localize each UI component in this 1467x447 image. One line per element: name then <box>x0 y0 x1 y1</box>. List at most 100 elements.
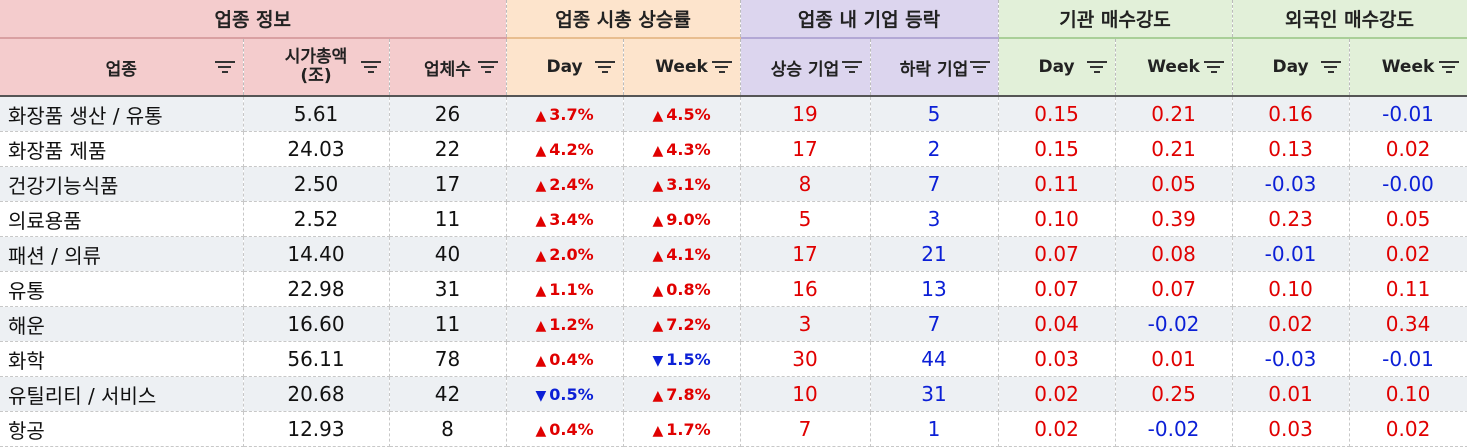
advancers-cell: 8 <box>740 166 871 202</box>
inst-week-cell: 0.21 <box>1115 131 1233 167</box>
mcap-day-change: ▲ 3.4% <box>506 201 624 237</box>
col-advancers: 상승 기업 <box>740 38 871 97</box>
triangle-up-icon: ▲ <box>535 212 547 229</box>
group-institution-strength: 기관 매수강도 <box>998 0 1233 39</box>
filter-icon[interactable] <box>711 60 732 74</box>
firm-count-cell: 42 <box>389 376 507 412</box>
frgn-week-cell: 0.02 <box>1349 131 1467 167</box>
frgn-day-cell: -0.01 <box>1232 236 1350 272</box>
col-sector: 업종 <box>0 38 244 97</box>
frgn-week-cell: 0.05 <box>1349 201 1467 237</box>
filter-icon[interactable] <box>969 60 990 74</box>
inst-day-cell: 0.10 <box>998 201 1116 237</box>
filter-icon[interactable] <box>477 60 498 74</box>
mcap-week-change: ▲ 4.5% <box>623 96 741 132</box>
decliners-cell: 13 <box>870 271 999 307</box>
filter-icon[interactable] <box>360 60 381 74</box>
mcap-day-change: ▲ 4.2% <box>506 131 624 167</box>
mcap-day-change: ▲ 2.0% <box>506 236 624 272</box>
col-mcap-day: Day <box>506 38 624 97</box>
col-firms: 업체수 <box>389 38 507 97</box>
frgn-day-cell: 0.03 <box>1232 411 1350 447</box>
col-sector-label: 업종 <box>105 59 137 80</box>
firm-count-cell: 26 <box>389 96 507 132</box>
inst-day-cell: 0.15 <box>998 96 1116 132</box>
mcap-week-change: ▲ 3.1% <box>623 166 741 202</box>
mcap-day-change: ▼ 0.5% <box>506 376 624 412</box>
market-cap-cell: 5.61 <box>243 96 390 132</box>
mcap-week-change: ▼ 1.5% <box>623 341 741 377</box>
mcap-week-change-value: 7.2% <box>666 314 711 334</box>
advancers-cell: 7 <box>740 411 871 447</box>
triangle-up-icon: ▲ <box>535 422 547 439</box>
col-frgn-day-label: Day <box>1272 57 1309 77</box>
col-mcap-day-label: Day <box>546 57 583 77</box>
col-firms-label: 업체수 <box>424 59 471 80</box>
col-advancers-label: 상승 기업 <box>770 59 840 80</box>
market-cap-cell: 56.11 <box>243 341 390 377</box>
mcap-week-change-value: 9.0% <box>666 209 711 229</box>
market-cap-cell: 2.52 <box>243 201 390 237</box>
filter-icon[interactable] <box>841 60 862 74</box>
frgn-day-cell: 0.16 <box>1232 96 1350 132</box>
frgn-day-cell: 0.13 <box>1232 131 1350 167</box>
group-mcap-change: 업종 시총 상승률 <box>506 0 741 39</box>
table-row: 화장품 생산 / 유통 5.61 26 ▲ 3.7% ▲ 4.5% 19 5 0.15 0.21 0.… <box>0 96 1467 132</box>
col-frgn-week-label: Week <box>1381 57 1435 77</box>
mcap-day-change-value: 4.2% <box>549 139 594 159</box>
table-row: 항공 12.93 8 ▲ 0.4% ▲ 1.7% 7 1 0.02 -0.02 0.03 0.02 <box>0 411 1467 447</box>
sector-name: 화장품 생산 / 유통 <box>0 96 244 132</box>
mcap-week-change: ▲ 7.8% <box>623 376 741 412</box>
mcap-week-change-value: 1.7% <box>666 419 711 439</box>
mcap-day-change-value: 0.4% <box>549 419 594 439</box>
filter-icon[interactable] <box>214 60 235 74</box>
sector-name: 화학 <box>0 341 244 377</box>
advancers-cell: 5 <box>740 201 871 237</box>
frgn-week-cell: 0.11 <box>1349 271 1467 307</box>
triangle-up-icon: ▲ <box>535 352 547 369</box>
group-sector-info: 업종 정보 <box>0 0 507 39</box>
frgn-week-cell: 0.10 <box>1349 376 1467 412</box>
advancers-cell: 3 <box>740 306 871 342</box>
frgn-week-cell: 0.02 <box>1349 411 1467 447</box>
group-foreign-strength: 외국인 매수강도 <box>1232 0 1467 39</box>
table-row: 패션 / 의류 14.40 40 ▲ 2.0% ▲ 4.1% 17 21 0.07 0.08 -0.0… <box>0 236 1467 272</box>
mcap-week-change-value: 1.5% <box>666 349 711 369</box>
decliners-cell: 7 <box>870 306 999 342</box>
filter-icon[interactable] <box>1086 60 1107 74</box>
filter-icon[interactable] <box>594 60 615 74</box>
market-cap-cell: 14.40 <box>243 236 390 272</box>
triangle-up-icon: ▲ <box>652 247 664 264</box>
inst-day-cell: 0.11 <box>998 166 1116 202</box>
mcap-day-change: ▲ 0.4% <box>506 341 624 377</box>
mcap-day-change: ▲ 0.4% <box>506 411 624 447</box>
filter-icon[interactable] <box>1203 60 1224 74</box>
group-header-row: 업종 정보 업종 시총 상승률 업종 내 기업 등락 기관 매수강도 외국인 매… <box>0 0 1467 39</box>
table-body: 화장품 생산 / 유통 5.61 26 ▲ 3.7% ▲ 4.5% 19 5 0.15 0.21 0.… <box>0 96 1467 447</box>
firm-count-cell: 31 <box>389 271 507 307</box>
triangle-up-icon: ▲ <box>652 387 664 404</box>
mcap-day-change: ▲ 2.4% <box>506 166 624 202</box>
inst-day-cell: 0.03 <box>998 341 1116 377</box>
col-inst-day-label: Day <box>1038 57 1075 77</box>
decliners-cell: 2 <box>870 131 999 167</box>
mcap-day-change-value: 3.4% <box>549 209 594 229</box>
table-row: 유통 22.98 31 ▲ 1.1% ▲ 0.8% 16 13 0.07 0.07 0.10 0.11 <box>0 271 1467 307</box>
frgn-day-cell: 0.23 <box>1232 201 1350 237</box>
frgn-day-cell: -0.03 <box>1232 166 1350 202</box>
mcap-week-change: ▲ 9.0% <box>623 201 741 237</box>
mcap-day-change-value: 0.4% <box>549 349 594 369</box>
mcap-day-change: ▲ 1.2% <box>506 306 624 342</box>
filter-icon[interactable] <box>1320 60 1341 74</box>
table-row: 해운 16.60 11 ▲ 1.2% ▲ 7.2% 3 7 0.04 -0.02 0.02 0.34 <box>0 306 1467 342</box>
table-row: 건강기능식품 2.50 17 ▲ 2.4% ▲ 3.1% 8 7 0.11 0.05 -0.03 -0.… <box>0 166 1467 202</box>
mcap-day-change-value: 2.0% <box>549 244 594 264</box>
mcap-week-change-value: 4.1% <box>666 244 711 264</box>
market-cap-cell: 16.60 <box>243 306 390 342</box>
firm-count-cell: 11 <box>389 201 507 237</box>
inst-week-cell: 0.25 <box>1115 376 1233 412</box>
filter-icon[interactable] <box>1438 60 1459 74</box>
decliners-cell: 1 <box>870 411 999 447</box>
inst-day-cell: 0.04 <box>998 306 1116 342</box>
mcap-day-change-value: 1.2% <box>549 314 594 334</box>
